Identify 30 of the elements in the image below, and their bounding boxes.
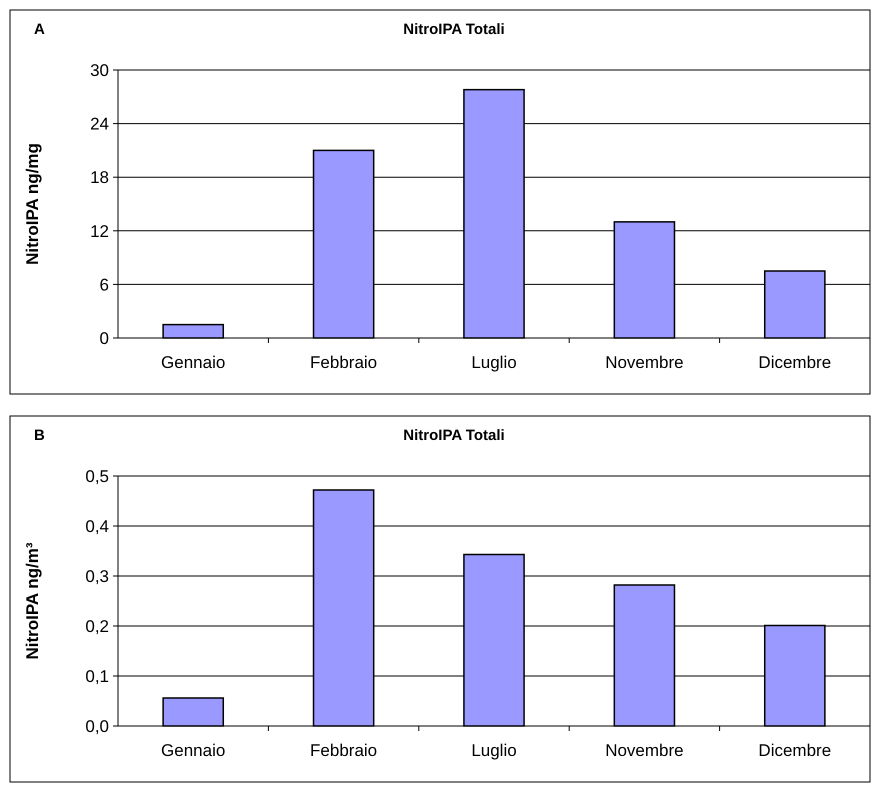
x-tick-label: Febbraio xyxy=(310,741,378,760)
x-tick-label: Luglio xyxy=(471,353,517,372)
y-tick-label: 0,3 xyxy=(85,566,109,586)
y-tick-label: 18 xyxy=(90,168,109,188)
y-tick-label: 0,0 xyxy=(85,716,109,736)
chart-title: NitroIPA Totali xyxy=(403,427,505,444)
bar xyxy=(162,324,224,339)
y-tick-label: 24 xyxy=(90,114,109,134)
y-axis-title: NitroIPA ng/mg xyxy=(23,143,42,265)
y-tick-label: 30 xyxy=(90,60,109,80)
x-tick-label: Febbraio xyxy=(310,353,378,372)
y-tick-label: 12 xyxy=(90,222,109,241)
x-tick-label: Novembre xyxy=(605,741,684,760)
y-tick-label: 0,2 xyxy=(85,616,109,636)
x-tick-label: Luglio xyxy=(471,741,517,760)
x-tick-label: Gennaio xyxy=(161,353,226,372)
x-tick-label: Gennaio xyxy=(161,741,226,760)
y-axis-title: NitroIPA ng/m³ xyxy=(23,542,42,660)
x-tick-label: Novembre xyxy=(605,353,684,372)
y-tick-label: 0,5 xyxy=(85,466,109,486)
chart-title: NitroIPA Totali xyxy=(403,21,505,38)
text: B xyxy=(34,427,45,444)
y-tick-label: 6 xyxy=(100,275,109,294)
y-tick-label: 0,1 xyxy=(85,666,109,686)
y-tick-label: 0 xyxy=(100,328,109,348)
bar xyxy=(162,697,224,727)
text: A xyxy=(34,21,45,38)
x-tick-label: Dicembre xyxy=(758,741,832,760)
y-tick-label: 0,4 xyxy=(85,516,109,536)
x-tick-label: Dicembre xyxy=(758,353,832,372)
